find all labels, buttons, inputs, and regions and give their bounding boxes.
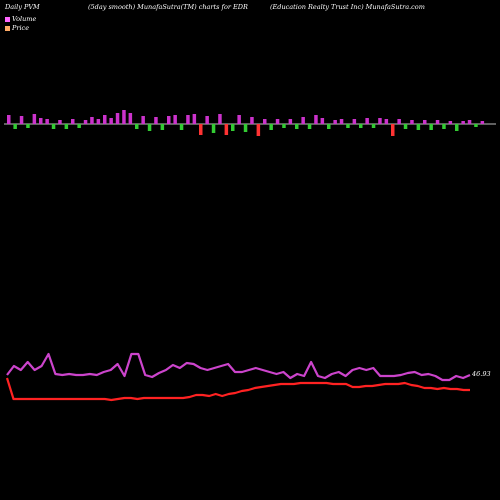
volume-bar <box>186 115 190 124</box>
legend-volume-swatch <box>5 16 10 22</box>
pvm-line <box>6 352 471 382</box>
volume-bar <box>128 113 133 124</box>
volume-bar <box>231 124 235 131</box>
volume-bar <box>64 124 69 129</box>
volume-bar <box>77 124 81 128</box>
volume-bar <box>301 117 305 124</box>
volume-bar <box>250 117 254 124</box>
volume-bar <box>384 119 389 124</box>
volume-bar <box>442 124 446 129</box>
volume-bar <box>314 115 318 124</box>
volume-bar <box>333 120 337 124</box>
price-line <box>5 377 470 402</box>
volume-bar <box>154 117 158 124</box>
volume-bar <box>467 120 472 124</box>
header-right: (Education Realty Trust Inc) MunafaSutra… <box>270 3 425 11</box>
volume-bar <box>19 116 24 124</box>
volume-bar <box>26 124 30 128</box>
volume-bar <box>199 124 203 135</box>
volume-bar <box>403 124 408 129</box>
volume-bar <box>474 124 478 127</box>
volume-bar <box>359 124 363 128</box>
volume-bar <box>371 124 376 128</box>
volume-bar <box>256 124 261 136</box>
volume-bar <box>346 124 350 128</box>
volume-bar <box>32 114 37 124</box>
volume-bar <box>103 115 107 124</box>
volume-bar <box>352 119 357 124</box>
volume-bar <box>39 118 43 124</box>
volume-bar <box>455 124 459 131</box>
volume-bar <box>339 119 344 124</box>
volume-bar <box>224 124 229 135</box>
volume-bar <box>141 116 145 124</box>
volume-bar <box>58 120 62 124</box>
volume-bar <box>307 124 312 129</box>
volume-bar <box>320 118 325 124</box>
volume-bar <box>423 120 427 124</box>
volume-bar <box>13 124 17 129</box>
header-middle: (5day smooth) MunafaSutra(TM) charts for… <box>88 3 248 11</box>
volume-bar <box>327 124 331 129</box>
volume-bar <box>179 124 184 130</box>
volume-bar <box>205 116 209 124</box>
legend-price-label: Price <box>12 24 30 32</box>
legend-price: Price <box>5 24 29 32</box>
legend-volume-label: Volume <box>12 15 37 23</box>
header-left: Daily PVM <box>5 3 40 11</box>
volume-bar <box>397 119 401 124</box>
volume-bar <box>416 124 421 130</box>
volume-bar <box>71 119 75 124</box>
volume-bar <box>461 121 465 124</box>
volume-bar <box>160 124 165 130</box>
volume-bar <box>243 124 248 132</box>
volume-bar <box>83 120 88 124</box>
volume-bar <box>167 116 171 124</box>
volume-bar <box>45 119 49 124</box>
volume-bar <box>51 124 56 129</box>
volume-bar <box>378 118 382 124</box>
volume-bar <box>7 115 11 124</box>
volume-bar <box>282 124 286 128</box>
volume-bar <box>480 121 485 124</box>
volume-bar <box>109 118 113 124</box>
price-value-label: 46.93 <box>471 370 491 378</box>
volume-bar <box>429 124 433 130</box>
volume-bar <box>173 115 177 124</box>
volume-bar <box>295 124 299 129</box>
volume-bar <box>90 117 94 124</box>
volume-bar <box>391 124 395 136</box>
volume-bar <box>211 124 216 133</box>
volume-bar <box>275 119 280 124</box>
volume-bar <box>218 114 222 124</box>
volume-bar <box>263 119 267 124</box>
volume-bar <box>288 119 293 124</box>
volume-bar <box>115 113 120 124</box>
volume-bar <box>147 124 152 131</box>
legend-price-swatch <box>5 25 10 31</box>
volume-bar <box>122 110 126 124</box>
volume-bar <box>435 120 440 124</box>
volume-bar <box>135 124 139 129</box>
volume-bar <box>410 120 414 124</box>
volume-bar <box>96 119 101 124</box>
volume-bar <box>192 114 197 124</box>
volume-bar <box>237 115 241 124</box>
volume-bar <box>269 124 273 130</box>
volume-bar <box>365 118 369 124</box>
volume-bar <box>448 121 453 124</box>
legend-volume: Volume <box>5 15 36 23</box>
